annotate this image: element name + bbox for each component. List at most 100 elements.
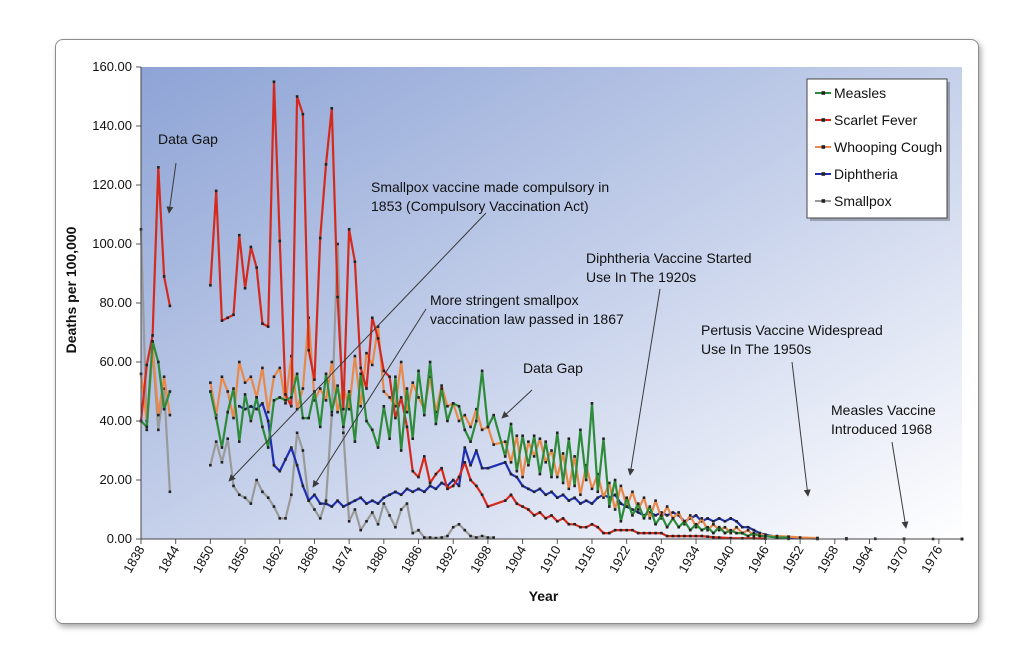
data-point-measles [660,514,663,517]
data-point-measles [550,475,553,479]
data-point-scarlet [440,466,443,470]
data-point-whooping [428,375,432,379]
data-point-whooping [619,484,623,488]
annotation-text: vaccination law passed in 1867 [430,311,624,327]
data-point-scarlet [596,525,600,529]
data-point-whooping [237,360,241,364]
annotation-arrow [627,288,661,476]
data-point-smallpox [370,511,374,514]
x-tick-label: 1892 [432,543,459,576]
data-point-whooping [330,360,334,364]
data-point-scarlet [584,525,588,529]
data-point-scarlet [243,286,247,290]
data-point-scarlet [284,393,287,396]
x-tick-label: 1838 [120,543,147,576]
data-point-diphtheria [579,502,582,505]
data-point-whooping [660,517,663,520]
data-point-whooping [654,499,657,502]
data-point-measles [590,402,594,405]
y-tick-label: 40.00 [99,413,132,428]
data-point-whooping [590,487,594,491]
data-point-diphtheria [527,487,530,491]
data-point-smallpox [434,536,438,540]
data-point-smallpox [428,536,432,539]
annotation-arrow [791,361,811,497]
data-point-measles [278,396,282,399]
data-point-scarlet [648,531,652,535]
data-point-scarlet [688,534,692,538]
x-tick-label: 1946 [745,543,772,576]
data-point-whooping [509,461,513,464]
data-point-measles [625,496,628,499]
data-point-measles [532,434,536,438]
data-point-smallpox [226,437,230,440]
data-point-smallpox [411,531,415,535]
x-tick-label: 1886 [398,543,425,576]
data-point-scarlet [573,522,576,526]
data-point-scarlet [579,525,582,529]
data-point-whooping [492,443,495,446]
data-point-smallpox [232,484,235,488]
data-point-scarlet [272,80,276,84]
data-point-diphtheria [324,502,328,505]
data-point-scarlet [428,481,432,485]
legend-item-smallpox: Smallpox [815,193,892,209]
annotation-text: 1853 (Compulsory Vaccination Act) [371,198,589,214]
data-point-measles [596,490,600,494]
data-point-whooping [295,407,299,411]
data-point-measles [446,419,449,423]
data-point-scarlet [266,325,270,328]
data-point-measles [249,419,253,423]
data-point-scarlet [405,425,409,429]
data-point-smallpox [405,502,409,505]
data-point-diphtheria [729,517,733,520]
data-point-measles [255,396,258,399]
data-point-smallpox [301,449,305,452]
data-point-diphtheria [671,511,675,514]
data-point-scarlet [278,239,282,243]
annotation: Smallpox vaccine made compulsory in 1853 … [228,179,609,482]
x-tick-label: 1898 [467,543,494,576]
data-point-measles [405,387,409,390]
data-point-whooping [584,463,588,467]
data-point-diphtheria [584,499,588,502]
data-point-diphtheria [636,511,640,514]
data-point-diphtheria [712,520,715,523]
data-point-smallpox [272,505,276,508]
data-point-scarlet [636,531,640,535]
x-tick-label: 1868 [294,543,321,576]
data-point-scarlet [544,517,548,520]
data-point-whooping [613,508,617,511]
data-point-measles [816,536,819,540]
data-point-whooping [480,428,484,432]
annotation-text: Use In The 1950s [701,341,811,357]
data-point-whooping [417,396,420,399]
data-point-measles [787,536,790,539]
series-scarlet [139,80,964,541]
data-point-diphtheria [486,466,490,470]
data-point-smallpox [284,517,287,520]
data-point-diphtheria [746,525,750,529]
data-point-scarlet [353,260,357,263]
data-point-smallpox [365,520,368,523]
data-point-whooping [608,481,611,485]
data-point-whooping [376,325,380,328]
data-point-smallpox [469,534,472,538]
data-point-measles [619,520,623,523]
chart-frame: 0.00 20.00 40.00 60.00 80.00 100.00 120.00 140.… [55,39,979,624]
data-point-diphtheria [347,502,351,505]
data-point-smallpox [353,508,357,511]
data-point-whooping [631,490,634,494]
data-point-diphtheria [538,487,542,491]
data-point-whooping [411,381,415,384]
data-point-measles [677,525,680,529]
data-point-measles [284,399,287,402]
data-point-measles [503,455,507,458]
data-point-whooping [636,508,640,511]
data-point-diphtheria [272,463,276,467]
data-point-measles [712,531,715,535]
data-point-scarlet [359,366,363,370]
annotation-text: Measles Vaccine [831,402,936,418]
data-point-diphtheria [700,520,704,523]
data-point-whooping [775,534,779,538]
